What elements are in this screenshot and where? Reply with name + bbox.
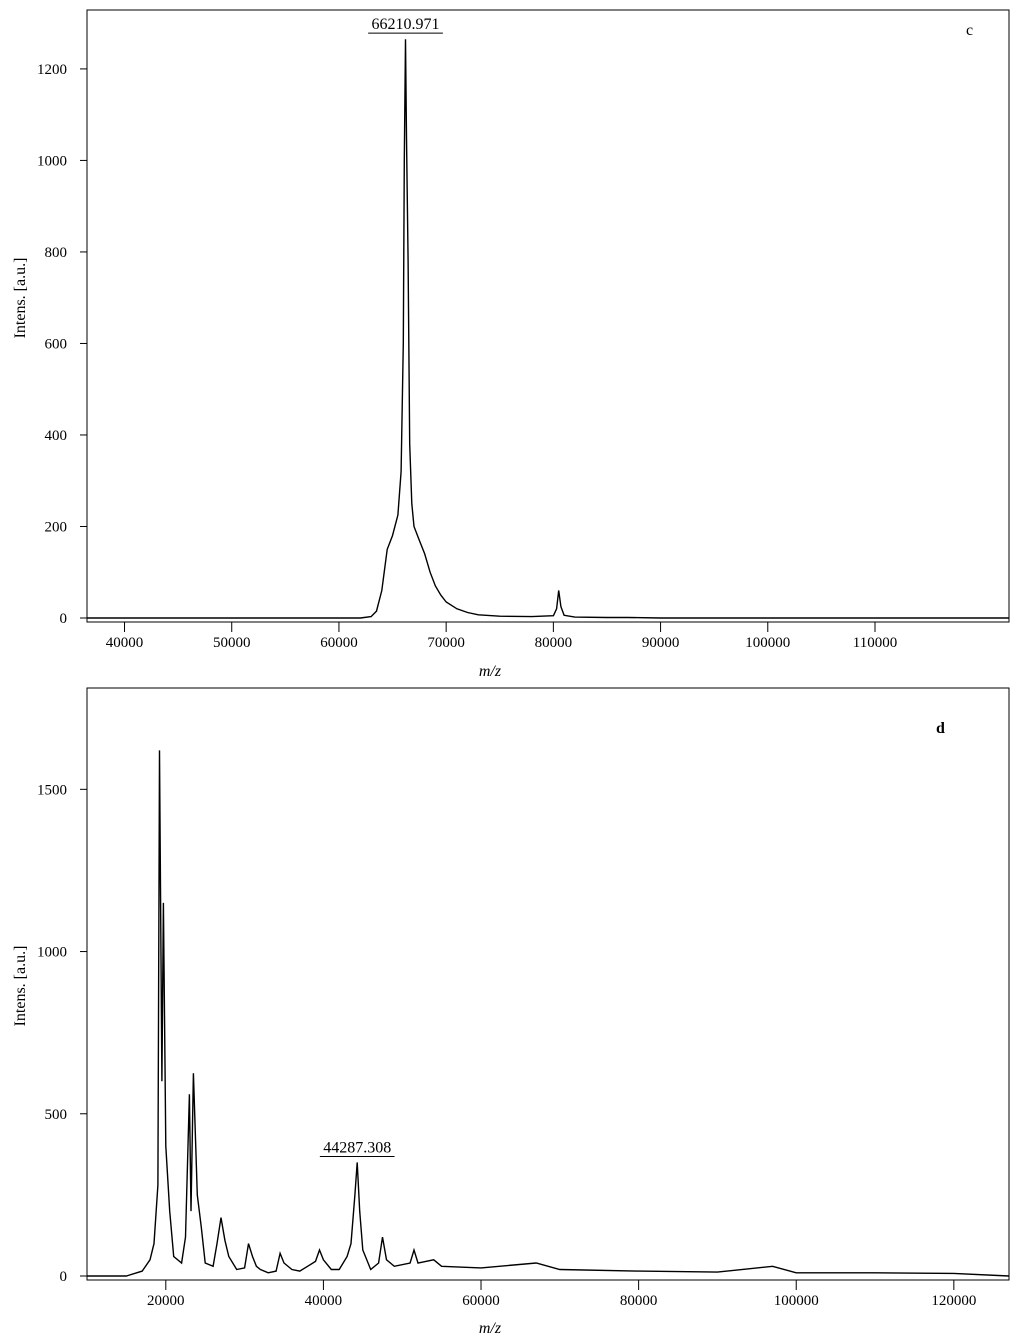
spectrum-line: [87, 39, 1009, 619]
series-layer: [87, 39, 1009, 619]
x-tick-label: 80000: [620, 1293, 658, 1309]
x-tick-label: 50000: [213, 635, 251, 651]
x-tick-label: 110000: [853, 635, 897, 651]
annotation-layer: 66210.971: [368, 16, 443, 34]
annotation-layer: 44287.308: [319, 1139, 395, 1157]
chart-panel-c: 40000 50000 60000 70000 80000 90000 100000 1100…: [12, 9, 1010, 680]
x-tick-label: 40000: [106, 635, 144, 651]
y-axis: 0 500 1000 1500: [37, 782, 87, 1285]
y-tick-label: 0: [60, 611, 68, 627]
spectrum-line: [87, 750, 1010, 1277]
x-tick-label: 100000: [774, 1293, 819, 1309]
y-tick-label: 1000: [37, 945, 67, 961]
y-tick-label: 1500: [37, 782, 67, 798]
x-tick-label: 70000: [427, 635, 465, 651]
x-axis-label: m/z: [479, 1320, 502, 1337]
y-axis-label: Intens. [a.u.]: [12, 946, 29, 1027]
x-axis: 20000 40000 60000 80000 100000 120000: [147, 1280, 976, 1309]
y-tick-label: 0: [60, 1269, 68, 1285]
chart-panel-d: 20000 40000 60000 80000 100000 120000 0 500 100…: [12, 687, 1010, 1337]
y-axis: 0 200 400 600 800 1000 1200: [37, 62, 87, 627]
plot-frame: [86, 9, 1010, 623]
y-tick-label: 500: [45, 1107, 68, 1123]
y-tick-label: 1200: [37, 62, 67, 78]
plot-frame: [86, 687, 1010, 1281]
panel-label: c: [966, 22, 973, 39]
y-tick-label: 600: [45, 336, 68, 352]
x-axis-label: m/z: [479, 663, 502, 680]
x-tick-label: 60000: [462, 1293, 500, 1309]
y-tick-label: 200: [45, 519, 68, 535]
panel-label: d: [936, 720, 945, 737]
y-tick-label: 800: [45, 245, 68, 261]
x-tick-label: 100000: [745, 635, 790, 651]
x-tick-label: 40000: [305, 1293, 343, 1309]
x-tick-label: 60000: [320, 635, 358, 651]
peak-label: 66210.971: [372, 16, 440, 33]
x-tick-label: 20000: [147, 1293, 185, 1309]
y-tick-label: 400: [45, 428, 68, 444]
x-tick-label: 120000: [931, 1293, 976, 1309]
y-axis-label: Intens. [a.u.]: [12, 258, 29, 339]
series-layer: [87, 750, 1010, 1277]
y-tick-label: 1000: [37, 153, 67, 169]
x-tick-label: 80000: [535, 635, 573, 651]
peak-label: 44287.308: [323, 1139, 391, 1156]
x-tick-label: 90000: [642, 635, 680, 651]
x-axis: 40000 50000 60000 70000 80000 90000 100000 1100…: [106, 622, 897, 651]
